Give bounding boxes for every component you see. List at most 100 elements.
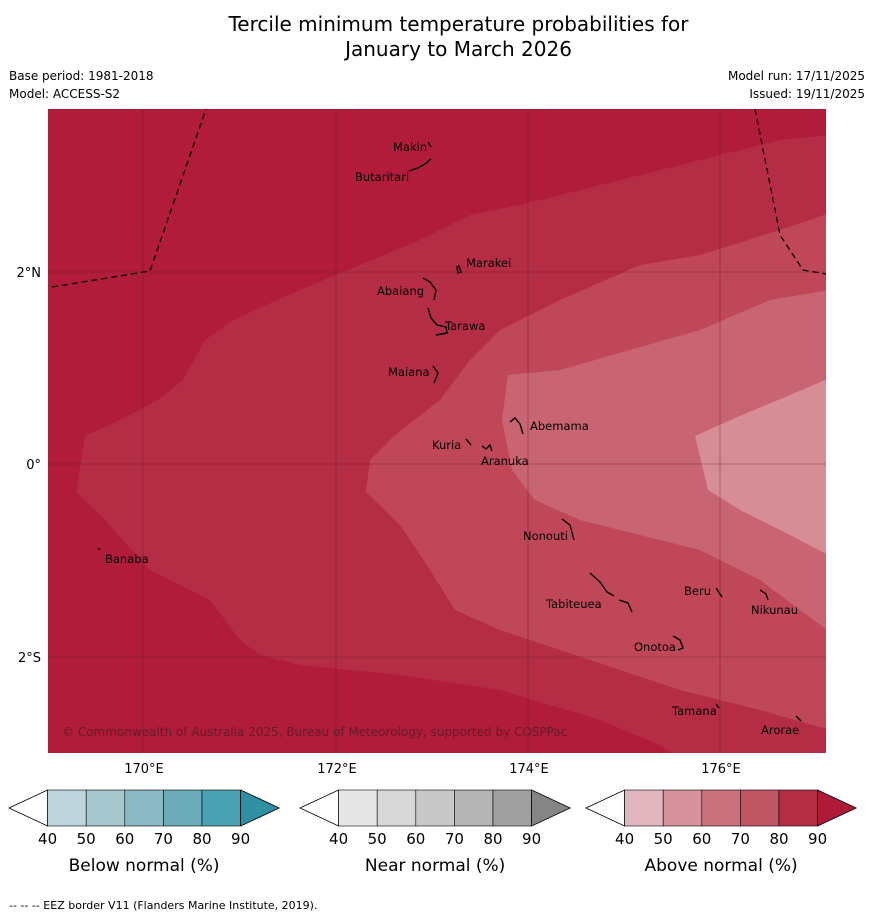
island-abaiang bbox=[422, 277, 437, 301]
eez-footnote: -- -- -- EEZ border V11 (Flanders Marine… bbox=[9, 899, 318, 912]
islands bbox=[97, 141, 802, 722]
label-kuria: Kuria bbox=[432, 438, 461, 452]
lat-tick-labels: 2°N 0° 2°S bbox=[17, 266, 42, 666]
island-tamana bbox=[715, 703, 720, 709]
band-50-60 bbox=[695, 379, 826, 554]
colorbar-title: Above normal (%) bbox=[645, 856, 798, 876]
island-marakei bbox=[456, 265, 462, 274]
title-line-2: January to March 2026 bbox=[345, 37, 572, 61]
colorbar-tick-label: 80 bbox=[769, 830, 788, 848]
colorbar-tick-label: 80 bbox=[192, 830, 211, 848]
band-60-70 bbox=[502, 290, 826, 630]
label-tarawa: Tarawa bbox=[444, 319, 485, 333]
colorbar-over-triangle bbox=[531, 789, 572, 827]
graticule bbox=[48, 109, 826, 753]
colorbar-segment bbox=[338, 789, 378, 827]
island-butaritari bbox=[408, 158, 432, 172]
colorbar-under-triangle bbox=[585, 789, 625, 827]
colorbar-segment bbox=[415, 789, 455, 827]
label-beru: Beru bbox=[684, 584, 711, 598]
colorbar-segment bbox=[740, 789, 780, 827]
lat-label-2n: 2°N bbox=[17, 266, 42, 281]
colorbar-1: 40 50 60 70 80 90 Below normal (%) bbox=[8, 789, 281, 876]
issued-date: Issued: 19/11/2025 bbox=[749, 87, 865, 101]
label-butaritari: Butaritari bbox=[355, 170, 409, 184]
colorbar-segment bbox=[47, 789, 87, 827]
label-maiana: Maiana bbox=[388, 365, 430, 379]
colorbar-segment bbox=[701, 789, 741, 827]
base-period: Base period: 1981-2018 bbox=[9, 69, 154, 83]
label-tamana: Tamana bbox=[671, 704, 717, 718]
colorbar-title: Near normal (%) bbox=[365, 856, 505, 876]
colorbar-tick-label: 50 bbox=[77, 830, 96, 848]
map-title: Tercile minimum temperature probabilitie… bbox=[0, 12, 873, 62]
colorbar-tick-label: 70 bbox=[445, 830, 464, 848]
island-tarawa bbox=[427, 307, 448, 336]
colorbar-segment bbox=[163, 789, 203, 827]
colorbar-segment bbox=[624, 789, 664, 827]
colorbar-tick-label: 50 bbox=[368, 830, 387, 848]
colorbar-segment bbox=[376, 789, 417, 827]
colorbars: 40 50 60 70 80 90 Below normal (%) 40 50 60 70 80 90… bbox=[8, 789, 858, 876]
label-banaba: Banaba bbox=[105, 552, 149, 566]
colorbar-under-triangle bbox=[299, 789, 340, 827]
lon-label-174e: 174°E bbox=[509, 762, 549, 777]
colorbar-title: Below normal (%) bbox=[69, 856, 220, 876]
colorbar-segment bbox=[492, 789, 532, 827]
lat-label-0: 0° bbox=[26, 458, 41, 473]
colorbar-2: 40 50 60 70 80 90 Near normal (%) bbox=[299, 789, 572, 876]
colorbar-segment bbox=[454, 789, 494, 827]
model-run: Model run: 17/11/2025 bbox=[727, 69, 865, 83]
colorbar-over-triangle bbox=[240, 789, 281, 827]
colorbar-tick-label: 60 bbox=[115, 830, 134, 848]
colorbar-tick-label: 90 bbox=[522, 830, 541, 848]
island-onotoa bbox=[672, 635, 684, 651]
lat-label-2s: 2°S bbox=[18, 651, 41, 666]
colorbar-segment bbox=[85, 789, 126, 827]
title-line-1: Tercile minimum temperature probabilitie… bbox=[228, 12, 689, 36]
label-nonouti: Nonouti bbox=[523, 529, 568, 543]
colorbar-tick-label: 60 bbox=[406, 830, 425, 848]
colorbar-segment bbox=[201, 789, 241, 827]
colorbar-tick-label: 90 bbox=[808, 830, 827, 848]
colorbar-over-triangle bbox=[817, 789, 858, 827]
meta-right: Model run: 17/11/2025 Issued: 19/11/2025 bbox=[728, 67, 865, 103]
lon-tick-labels: 170°E 172°E 174°E 176°E bbox=[124, 762, 741, 777]
island-kuria bbox=[465, 438, 472, 446]
label-aranuka: Aranuka bbox=[481, 454, 529, 468]
island-nonouti bbox=[561, 518, 575, 541]
island-nikunau bbox=[759, 589, 769, 601]
colorbar-tick-label: 40 bbox=[615, 830, 634, 848]
island-beru bbox=[715, 587, 723, 598]
colorbar-tick-label: 80 bbox=[483, 830, 502, 848]
lon-label-176e: 176°E bbox=[701, 762, 741, 777]
colorbar-tick-label: 70 bbox=[154, 830, 173, 848]
lon-label-172e: 172°E bbox=[317, 762, 357, 777]
island-makin bbox=[427, 141, 432, 148]
colorbar-segment bbox=[778, 789, 818, 827]
island-aranuka bbox=[481, 443, 493, 452]
colorbar-tick-label: 40 bbox=[38, 830, 57, 848]
label-abaiang: Abaiang bbox=[377, 284, 424, 298]
label-tabiteuea: Tabiteuea bbox=[545, 597, 602, 611]
colorbar-tick-label: 40 bbox=[329, 830, 348, 848]
label-abemama: Abemama bbox=[530, 419, 589, 433]
place-labels: Makin Butaritari Marakei Abaiang Tarawa … bbox=[105, 140, 799, 737]
island-arorae bbox=[795, 715, 802, 722]
label-marakei: Marakei bbox=[466, 256, 511, 270]
island-tabiteuea bbox=[589, 572, 633, 613]
island-banaba bbox=[97, 547, 101, 551]
island-abemama bbox=[509, 417, 524, 435]
eez-border bbox=[51, 108, 827, 288]
colorbar-segment bbox=[124, 789, 164, 827]
colorbar-tick-label: 50 bbox=[654, 830, 673, 848]
label-makin: Makin bbox=[393, 140, 427, 154]
label-arorae: Arorae bbox=[761, 723, 799, 737]
colorbar-under-triangle bbox=[8, 789, 48, 827]
label-nikunau: Nikunau bbox=[751, 603, 798, 617]
colorbar-3: 40 50 60 70 80 90 Above normal (%) bbox=[585, 789, 858, 876]
meta-left: Base period: 1981-2018 Model: ACCESS-S2 bbox=[9, 67, 154, 103]
model-name: Model: ACCESS-S2 bbox=[9, 87, 121, 101]
probability-field bbox=[48, 109, 826, 753]
